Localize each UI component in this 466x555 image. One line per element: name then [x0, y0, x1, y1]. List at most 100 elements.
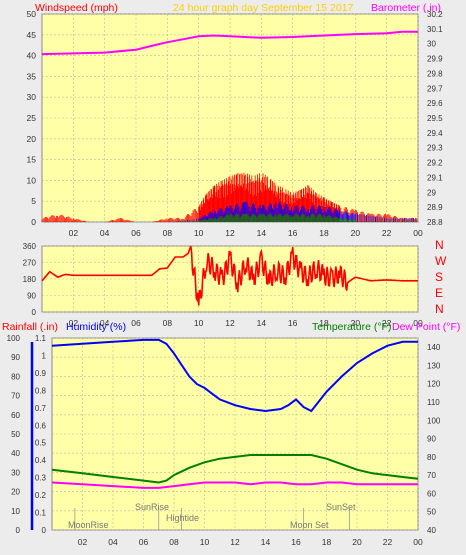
dewpoint-line	[51, 481, 418, 489]
humidity-y-tick-label: 30	[11, 468, 20, 477]
wind-y-tick-label: 5	[31, 196, 36, 206]
wind-y-tick-label: 10	[27, 175, 37, 185]
direction-y-tick-label: 90	[27, 292, 36, 301]
rainfall-y-tick-label: 1.1	[35, 334, 47, 343]
barometer-y-tick-label: 29.7	[427, 84, 443, 93]
humidity-y-tick-label: 50	[11, 430, 20, 439]
rainfall-y-tick-label: 0.6	[35, 421, 47, 430]
wind-x-tick-label: 20	[351, 228, 361, 238]
event-label-moonrise: MoonRise	[68, 520, 109, 530]
barometer-y-tick-label: 30	[427, 40, 436, 49]
rainfall-axis-title: Rainfall (.in)	[2, 321, 58, 333]
temperature-line	[51, 454, 419, 484]
barometer-y-tick-label: 30.1	[427, 25, 443, 34]
direction-label-n-top: N	[435, 238, 444, 252]
temperature-axis-title: Temperature (°F)	[312, 321, 391, 333]
event-label-sunrise: SunRise	[135, 502, 169, 512]
temp-x-tick-label: 20	[352, 537, 362, 547]
rainfall-y-tick-label: 0.1	[35, 509, 47, 518]
direction-x-tick-label: 02	[69, 318, 79, 328]
barometer-y-tick-label: 28.8	[427, 218, 443, 227]
direction-label-w: W	[435, 254, 447, 268]
event-label-hightide: Hightide	[166, 513, 199, 523]
humidity-y-tick-label: 100	[7, 334, 21, 343]
wind-x-tick-label: 12	[225, 228, 235, 238]
rainfall-y-tick-label: 0.2	[35, 491, 47, 500]
rainfall-y-tick-label: 0.7	[35, 404, 47, 413]
temp-x-tick-label: 10	[200, 537, 210, 547]
direction-x-tick-label: 16	[288, 318, 298, 328]
temperature-y-tick-label: 140	[427, 343, 441, 352]
wind-y-tick-label: 20	[27, 134, 37, 144]
rainfall-y-tick-label: 0	[42, 526, 47, 535]
wind-x-tick-label: 00	[413, 228, 423, 238]
humidity-y-tick-label: 40	[11, 449, 20, 458]
temperature-y-tick-label: 100	[427, 416, 441, 425]
wind-y-tick-label: 50	[27, 9, 37, 19]
direction-y-tick-label: 360	[23, 242, 37, 251]
temperature-y-tick-label: 40	[427, 526, 436, 535]
rainfall-y-tick-label: 0.4	[35, 456, 47, 465]
temp-x-tick-label: 22	[383, 537, 393, 547]
dewpoint-axis-title: Dew Point (°F)	[392, 321, 460, 333]
wind-x-tick-label: 06	[131, 228, 141, 238]
wind-x-tick-label: 10	[194, 228, 204, 238]
temperature-y-tick-label: 60	[427, 489, 436, 498]
temperature-y-tick-label: 90	[427, 435, 436, 444]
rainfall-y-tick-label: 0.8	[35, 386, 47, 395]
temp-x-tick-label: 14	[261, 537, 271, 547]
temperature-y-tick-label: 70	[427, 471, 436, 480]
direction-y-tick-label: 270	[23, 259, 37, 268]
temp-x-tick-label: 04	[108, 537, 118, 547]
barometer-y-tick-label: 29.1	[427, 173, 443, 182]
direction-y-tick-label: 0	[32, 308, 37, 317]
temp-x-tick-label: 00	[413, 537, 423, 547]
temp-x-tick-label: 18	[322, 537, 332, 547]
direction-x-tick-label: 00	[413, 318, 423, 328]
humidity-y-tick-label: 70	[11, 392, 20, 401]
direction-x-tick-label: 10	[194, 318, 204, 328]
barometer-y-tick-label: 29.2	[427, 159, 443, 168]
temp-x-tick-label: 08	[169, 537, 179, 547]
wind-x-tick-label: 02	[69, 228, 79, 238]
wind-y-tick-label: 30	[27, 92, 37, 102]
event-label-sunset: SunSet	[326, 502, 356, 512]
grid-lines	[42, 13, 419, 531]
temperature-y-tick-label: 110	[427, 398, 440, 407]
rainfall-y-tick-label: 0.9	[35, 369, 47, 378]
barometer-y-tick-label: 29.4	[427, 129, 443, 138]
wind-y-tick-label: 25	[27, 113, 37, 123]
barometer-y-tick-label: 29.3	[427, 144, 443, 153]
humidity-y-tick-label: 20	[11, 488, 20, 497]
direction-y-tick-label: 180	[23, 275, 37, 284]
humidity-y-tick-label: 90	[11, 353, 20, 362]
barometer-axis-title: Barometer (.in)	[371, 2, 441, 14]
direction-label-n-bottom: N	[435, 302, 444, 316]
wind-y-tick-label: 40	[27, 51, 37, 61]
chart-title: 24 hour graph day September 15 2017	[173, 2, 354, 14]
wind-direction-line	[41, 245, 418, 306]
direction-x-tick-label: 06	[131, 318, 141, 328]
barometer-y-tick-label: 30.2	[427, 10, 443, 19]
wind-x-tick-label: 18	[319, 228, 329, 238]
rainfall-y-tick-label: 1	[42, 351, 47, 360]
direction-label-s: S	[435, 270, 443, 284]
temperature-y-tick-label: 80	[427, 453, 436, 462]
axis-labels: 0510152025303540455028.828.92929.129.229…	[7, 9, 443, 547]
temp-x-tick-label: 02	[78, 537, 88, 547]
humidity-line	[51, 338, 418, 413]
event-label-moonset: Moon Set	[290, 520, 329, 530]
humidity-axis-title: Humidity (%)	[66, 321, 126, 333]
temp-x-tick-label: 16	[291, 537, 301, 547]
wind-y-tick-label: 35	[27, 71, 37, 81]
data-series	[30, 30, 419, 530]
temperature-y-tick-label: 50	[427, 508, 436, 517]
temp-x-tick-label: 12	[230, 537, 240, 547]
direction-x-tick-label: 14	[257, 318, 267, 328]
wind-x-tick-label: 04	[100, 228, 110, 238]
wind-x-tick-label: 14	[257, 228, 267, 238]
direction-x-tick-label: 04	[100, 318, 110, 328]
direction-x-tick-label: 18	[319, 318, 329, 328]
wind-x-tick-label: 22	[382, 228, 392, 238]
barometer-y-tick-label: 29.9	[427, 55, 443, 64]
